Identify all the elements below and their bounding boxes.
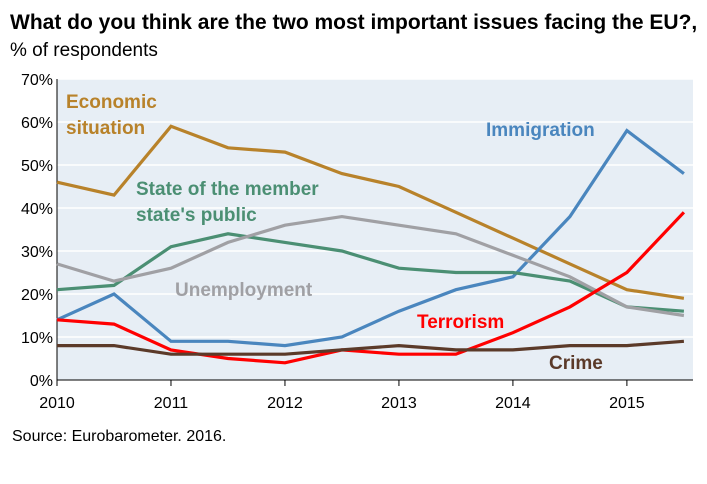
source-note: Source: Eurobarometer. 2016.: [12, 428, 227, 445]
series-line-immigration: [56, 128, 685, 348]
series-labels: Economic situation Immigration State of the…: [66, 92, 603, 374]
series-label-line: state's public: [136, 205, 257, 226]
x-tick-label: 2015: [609, 395, 645, 412]
y-tick-label: 50%: [21, 158, 53, 175]
y-tick-label: 60%: [21, 115, 53, 132]
y-tick-label: 20%: [21, 287, 53, 304]
x-tick-label: 2014: [495, 395, 531, 412]
series-label-crime: Crime: [549, 353, 603, 374]
series-line-state-of-the-member-state-s-public: [56, 232, 685, 313]
series-label-state-of-the-member-state-s-public: State of the member state's public: [136, 179, 319, 226]
gridlines: [57, 78, 693, 338]
series-label-line: Immigration: [486, 120, 595, 141]
series-line-terrorism: [56, 211, 686, 365]
axes: 0% 10% 20% 30% 40% 50% 60% 70% 2010 2011 2012 2013 2…: [21, 72, 693, 412]
series-label-immigration: Immigration: [486, 120, 595, 141]
series-label-line: Unemployment: [175, 280, 313, 301]
series-label-line: State of the member: [136, 179, 319, 200]
y-tick-label: 70%: [21, 72, 53, 89]
chart-subtitle: % of respondents: [10, 40, 158, 61]
plot-area: [57, 79, 693, 380]
chart-title-text: What do you think are the two most impor…: [10, 11, 692, 34]
series-label-line: Crime: [549, 353, 603, 374]
series-label-line: Economic: [66, 92, 157, 113]
series-label-line: Terrorism: [417, 312, 504, 333]
x-tick-label: 2012: [267, 395, 303, 412]
chart-title: What do you think are the two most impor…: [10, 11, 698, 61]
series-lines: [56, 124, 686, 365]
x-tick-label: 2010: [39, 395, 75, 412]
x-tick-label: 2011: [154, 395, 189, 412]
y-tick-label: 10%: [21, 330, 53, 347]
series-label-unemployment: Unemployment: [175, 280, 313, 301]
series-line-crime: [57, 339, 685, 356]
series-label-terrorism: Terrorism: [417, 312, 504, 333]
y-tick-label: 40%: [21, 201, 53, 218]
series-label-economic-situation: Economic situation: [66, 92, 157, 139]
series-line-economic-situation: [56, 124, 685, 300]
series-line-unemployment: [56, 214, 685, 318]
y-tick-label: 30%: [21, 244, 53, 261]
series-label-line: situation: [66, 118, 145, 139]
y-tick-label: 0%: [30, 373, 53, 390]
x-tick-label: 2013: [381, 395, 417, 412]
